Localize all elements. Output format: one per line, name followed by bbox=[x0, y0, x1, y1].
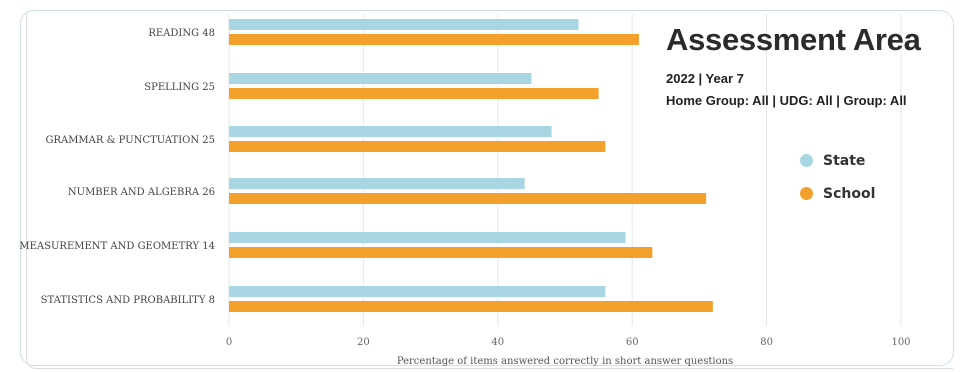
x-tick-label: 80 bbox=[760, 337, 773, 348]
x-tick-label: 0 bbox=[226, 337, 232, 348]
bar-school bbox=[229, 301, 713, 312]
bar-state bbox=[229, 286, 606, 297]
x-tick-label: 40 bbox=[491, 337, 504, 348]
chart-subtitle-filters: Home Group: All | UDG: All | Group: All bbox=[666, 93, 907, 108]
category-label: SPELLING 25 bbox=[144, 82, 215, 93]
bar-school bbox=[229, 247, 653, 258]
category-label: READING 48 bbox=[148, 28, 215, 39]
category-label: STATISTICS AND PROBABILITY 8 bbox=[41, 295, 215, 306]
bar-school bbox=[229, 88, 599, 99]
legend-swatch-state bbox=[800, 154, 813, 167]
chart-subtitle-year: 2022 | Year 7 bbox=[666, 71, 744, 86]
legend: State School bbox=[800, 144, 875, 210]
legend-swatch-school bbox=[800, 187, 813, 200]
bar-school bbox=[229, 34, 639, 45]
bar-state bbox=[229, 19, 579, 30]
bar-school bbox=[229, 141, 606, 152]
legend-label-school: School bbox=[823, 185, 876, 202]
legend-label-state: State bbox=[823, 152, 866, 169]
category-label: MEASUREMENT AND GEOMETRY 14 bbox=[19, 241, 215, 252]
category-label: GRAMMAR & PUNCTUATION 25 bbox=[45, 135, 215, 146]
bar-state bbox=[229, 73, 532, 84]
legend-item-state[interactable]: State bbox=[800, 144, 875, 177]
x-tick-label: 20 bbox=[357, 337, 370, 348]
legend-item-school[interactable]: School bbox=[800, 177, 875, 210]
bar-state bbox=[229, 126, 552, 137]
x-axis-title: Percentage of items answered correctly i… bbox=[397, 356, 733, 367]
chart-title: Assessment Area bbox=[666, 22, 921, 57]
x-tick-label: 100 bbox=[891, 337, 910, 348]
bar-school bbox=[229, 193, 707, 204]
plot-frame bbox=[26, 14, 953, 369]
bar-state bbox=[229, 232, 626, 243]
category-label: NUMBER AND ALGEBRA 26 bbox=[68, 187, 215, 198]
x-tick-label: 60 bbox=[626, 337, 639, 348]
bar-state bbox=[229, 178, 525, 189]
